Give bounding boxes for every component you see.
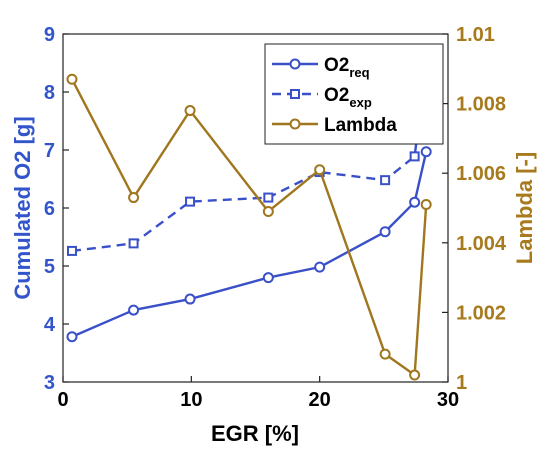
left-tick-label: 3	[44, 372, 55, 394]
right-axis-title: Lambda [-]	[512, 152, 537, 264]
right-axis: 1 1.002 1.004 1.006 1.008 1.01	[442, 24, 507, 394]
data-point-o2exp	[263, 192, 274, 203]
left-tick-label: 6	[44, 198, 55, 220]
data-point-o2req	[409, 196, 421, 208]
series-line-lambda	[70, 78, 428, 378]
left-axis-title: Cumulated O2 [g]	[10, 116, 35, 299]
x-tick-label: 10	[180, 389, 202, 411]
data-point-o2exp	[128, 238, 139, 249]
legend-marker-o2req	[289, 58, 301, 70]
data-point-lambda	[128, 192, 140, 204]
right-tick-label: 1.01	[456, 24, 495, 46]
x-tick-label: 20	[309, 389, 331, 411]
legend-label-lambda: Lambda	[324, 115, 397, 136]
data-point-lambda	[420, 199, 432, 211]
right-tick-label: 1.008	[456, 94, 506, 116]
right-tick-label: 1.002	[456, 302, 506, 324]
data-point-o2exp	[66, 245, 77, 256]
data-point-o2req	[262, 272, 274, 284]
x-tick-label: 30	[437, 389, 459, 411]
x-axis-title: EGR [%]	[211, 421, 299, 446]
left-tick-label: 9	[44, 24, 55, 46]
series-layer	[66, 56, 432, 381]
x-axis: 0 10 20 30	[57, 376, 459, 411]
data-point-o2req	[314, 261, 326, 273]
data-point-o2req	[420, 146, 432, 158]
left-tick-label: 7	[44, 140, 55, 162]
left-tick-label: 5	[44, 256, 55, 278]
data-point-o2exp	[380, 175, 391, 186]
legend-label-o2exp: O2exp	[324, 85, 372, 110]
data-point-lambda	[409, 369, 421, 381]
data-point-lambda	[262, 205, 274, 217]
data-point-o2req	[379, 226, 391, 238]
x-tick-label: 0	[57, 389, 68, 411]
data-point-o2req	[66, 331, 78, 343]
data-point-lambda	[66, 73, 78, 85]
data-point-lambda	[314, 164, 326, 176]
data-point-o2exp	[185, 196, 196, 207]
right-tick-label: 1.004	[456, 233, 507, 255]
data-point-lambda	[184, 105, 196, 117]
legend-marker-lambda	[289, 118, 301, 130]
series-line-o2req	[71, 151, 428, 338]
right-tick-label: 1.006	[456, 163, 506, 185]
data-point-o2req	[184, 293, 196, 305]
left-axis: 3 4 5 6 7 8 9	[44, 24, 69, 394]
right-tick-label: 1	[456, 372, 467, 394]
left-tick-label: 4	[44, 314, 56, 336]
data-point-o2req	[128, 304, 140, 316]
data-point-lambda	[379, 348, 391, 360]
data-point-o2exp	[409, 151, 420, 162]
left-tick-label: 8	[44, 82, 55, 104]
legend: O2req O2exp Lambda	[264, 43, 444, 145]
legend-marker-o2exp	[290, 89, 300, 99]
legend-label-o2req: O2req	[324, 55, 370, 80]
